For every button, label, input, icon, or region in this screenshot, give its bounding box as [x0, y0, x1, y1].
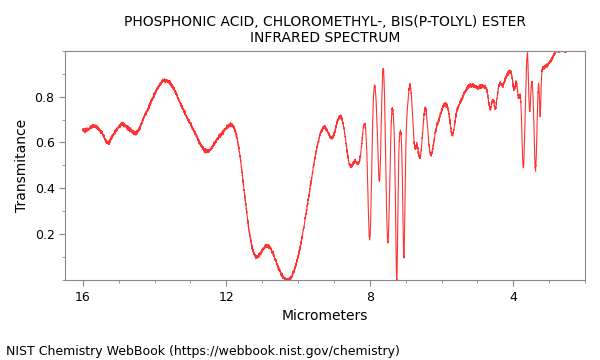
Title: PHOSPHONIC ACID, CHLOROMETHYL-, BIS(P-TOLYL) ESTER
INFRARED SPECTRUM: PHOSPHONIC ACID, CHLOROMETHYL-, BIS(P-TO…	[124, 15, 526, 45]
Y-axis label: Transmitance: Transmitance	[15, 119, 29, 212]
X-axis label: Micrometers: Micrometers	[282, 309, 368, 323]
Text: NIST Chemistry WebBook (https://webbook.nist.gov/chemistry): NIST Chemistry WebBook (https://webbook.…	[6, 345, 400, 358]
